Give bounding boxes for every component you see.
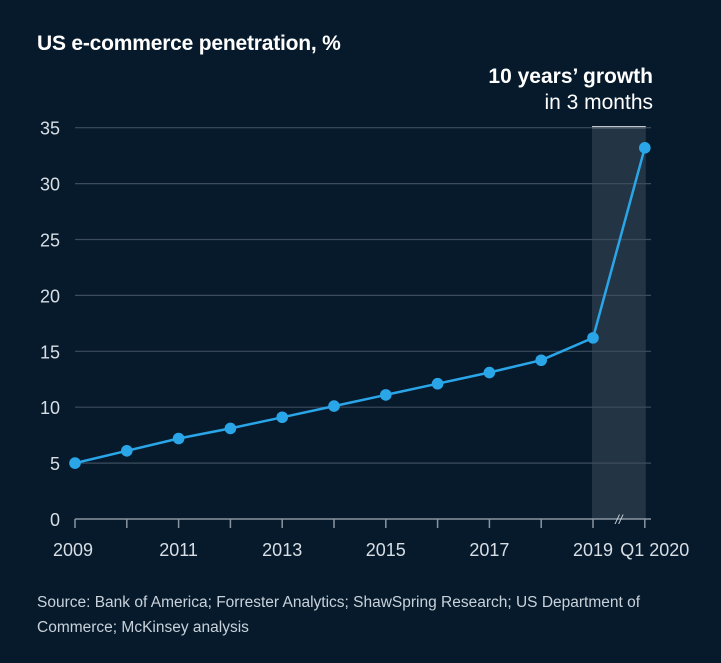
y-tick-label: 5 <box>50 454 60 474</box>
data-point-2017 <box>483 366 496 379</box>
annotation-subtitle: in 3 months <box>544 91 653 114</box>
highlight-band <box>592 127 646 519</box>
y-tick-label: 35 <box>40 119 60 139</box>
x-tick-label: 2013 <box>262 540 302 560</box>
data-point-2016 <box>431 377 444 390</box>
x-tick-label: 2017 <box>469 540 509 560</box>
data-point-2010 <box>121 445 133 457</box>
data-point-2018 <box>535 354 547 367</box>
data-point-2012 <box>224 422 237 435</box>
data-point-2015 <box>380 389 392 401</box>
data-point-2019 <box>587 332 599 344</box>
annotation-title: 10 years’ growth <box>488 65 653 88</box>
line-chart: 0 5 10 15 20 25 30 35 2009 2011 2013 2015 2017 2019 Q1… <box>40 119 689 560</box>
y-tick-label: 25 <box>40 231 60 251</box>
data-point-Q1-2020 <box>639 142 651 154</box>
y-tick-label: 0 <box>50 510 60 530</box>
chart-title: US e-commerce penetration, % <box>37 32 341 55</box>
axis-break-marker: // <box>614 512 624 527</box>
x-tick-label: 2011 <box>159 540 198 560</box>
x-tick-label: 2019 <box>573 540 613 560</box>
data-point-2013 <box>276 411 289 424</box>
y-tick-label: 20 <box>40 286 60 306</box>
y-tick-label: 30 <box>40 175 60 195</box>
x-tick-label: 2009 <box>53 540 93 560</box>
data-point-2009 <box>69 457 81 469</box>
growth-annotation: 10 years’ growth in 3 months <box>488 64 653 116</box>
x-tick-label: 2015 <box>366 540 406 560</box>
data-point-2014 <box>328 400 340 412</box>
y-tick-label: 15 <box>40 342 60 362</box>
y-tick-label: 10 <box>40 398 60 418</box>
source-note: Source: Bank of America; Forrester Analy… <box>37 594 641 636</box>
x-tick-label: Q1 2020 <box>620 540 689 560</box>
series-line <box>74 147 647 465</box>
data-point-2011 <box>172 432 185 445</box>
